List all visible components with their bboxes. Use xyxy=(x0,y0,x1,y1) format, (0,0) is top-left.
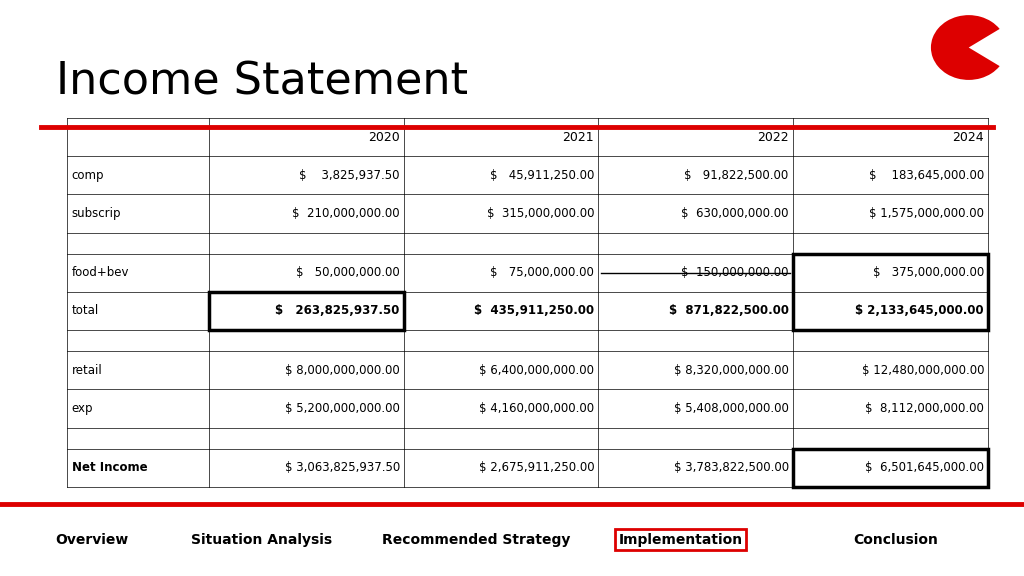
Text: $  315,000,000.00: $ 315,000,000.00 xyxy=(486,207,594,220)
Wedge shape xyxy=(931,15,999,80)
Text: food+bev: food+bev xyxy=(72,266,129,279)
Text: $ 6,400,000,000.00: $ 6,400,000,000.00 xyxy=(479,363,594,377)
Text: 2020: 2020 xyxy=(368,131,399,143)
Text: $   75,000,000.00: $ 75,000,000.00 xyxy=(490,266,594,279)
Text: $   263,825,937.50: $ 263,825,937.50 xyxy=(275,305,399,317)
Text: $ 2,133,645,000.00: $ 2,133,645,000.00 xyxy=(855,305,984,317)
Text: 2022: 2022 xyxy=(757,131,788,143)
Text: Conclusion: Conclusion xyxy=(854,533,938,547)
Text: $  435,911,250.00: $ 435,911,250.00 xyxy=(474,305,594,317)
Text: Situation Analysis: Situation Analysis xyxy=(190,533,332,547)
Text: $  871,822,500.00: $ 871,822,500.00 xyxy=(669,305,788,317)
Text: $ 3,063,825,937.50: $ 3,063,825,937.50 xyxy=(285,461,399,474)
Text: $ 12,480,000,000.00: $ 12,480,000,000.00 xyxy=(861,363,984,377)
Text: $   45,911,250.00: $ 45,911,250.00 xyxy=(489,169,594,182)
Text: subscrip: subscrip xyxy=(72,207,121,220)
Text: Recommended Strategy: Recommended Strategy xyxy=(382,533,570,547)
Text: $ 8,000,000,000.00: $ 8,000,000,000.00 xyxy=(285,363,399,377)
Text: $  150,000,000.00: $ 150,000,000.00 xyxy=(681,266,788,279)
Text: total: total xyxy=(72,305,99,317)
Text: $ 3,783,822,500.00: $ 3,783,822,500.00 xyxy=(674,461,788,474)
Text: $    3,825,937.50: $ 3,825,937.50 xyxy=(299,169,399,182)
Text: Net Income: Net Income xyxy=(72,461,147,474)
Text: $ 2,675,911,250.00: $ 2,675,911,250.00 xyxy=(478,461,594,474)
Text: $   375,000,000.00: $ 375,000,000.00 xyxy=(872,266,984,279)
Text: Implementation: Implementation xyxy=(618,533,743,547)
Text: $ 8,320,000,000.00: $ 8,320,000,000.00 xyxy=(674,363,788,377)
Text: $  6,501,645,000.00: $ 6,501,645,000.00 xyxy=(865,461,984,474)
Text: $ 4,160,000,000.00: $ 4,160,000,000.00 xyxy=(479,402,594,415)
Text: $    183,645,000.00: $ 183,645,000.00 xyxy=(868,169,984,182)
Text: $ 5,200,000,000.00: $ 5,200,000,000.00 xyxy=(285,402,399,415)
Text: $   50,000,000.00: $ 50,000,000.00 xyxy=(296,266,399,279)
Text: exp: exp xyxy=(72,402,93,415)
Text: Overview: Overview xyxy=(55,533,129,547)
Text: $ 5,408,000,000.00: $ 5,408,000,000.00 xyxy=(674,402,788,415)
Text: $ 1,575,000,000.00: $ 1,575,000,000.00 xyxy=(869,207,984,220)
Text: $  630,000,000.00: $ 630,000,000.00 xyxy=(681,207,788,220)
Text: 2021: 2021 xyxy=(562,131,594,143)
Text: Income Statement: Income Statement xyxy=(56,60,468,104)
Text: $   91,822,500.00: $ 91,822,500.00 xyxy=(684,169,788,182)
Text: comp: comp xyxy=(72,169,104,182)
Text: $  210,000,000.00: $ 210,000,000.00 xyxy=(292,207,399,220)
Text: retail: retail xyxy=(72,363,102,377)
Text: 2024: 2024 xyxy=(952,131,984,143)
Text: $  8,112,000,000.00: $ 8,112,000,000.00 xyxy=(865,402,984,415)
